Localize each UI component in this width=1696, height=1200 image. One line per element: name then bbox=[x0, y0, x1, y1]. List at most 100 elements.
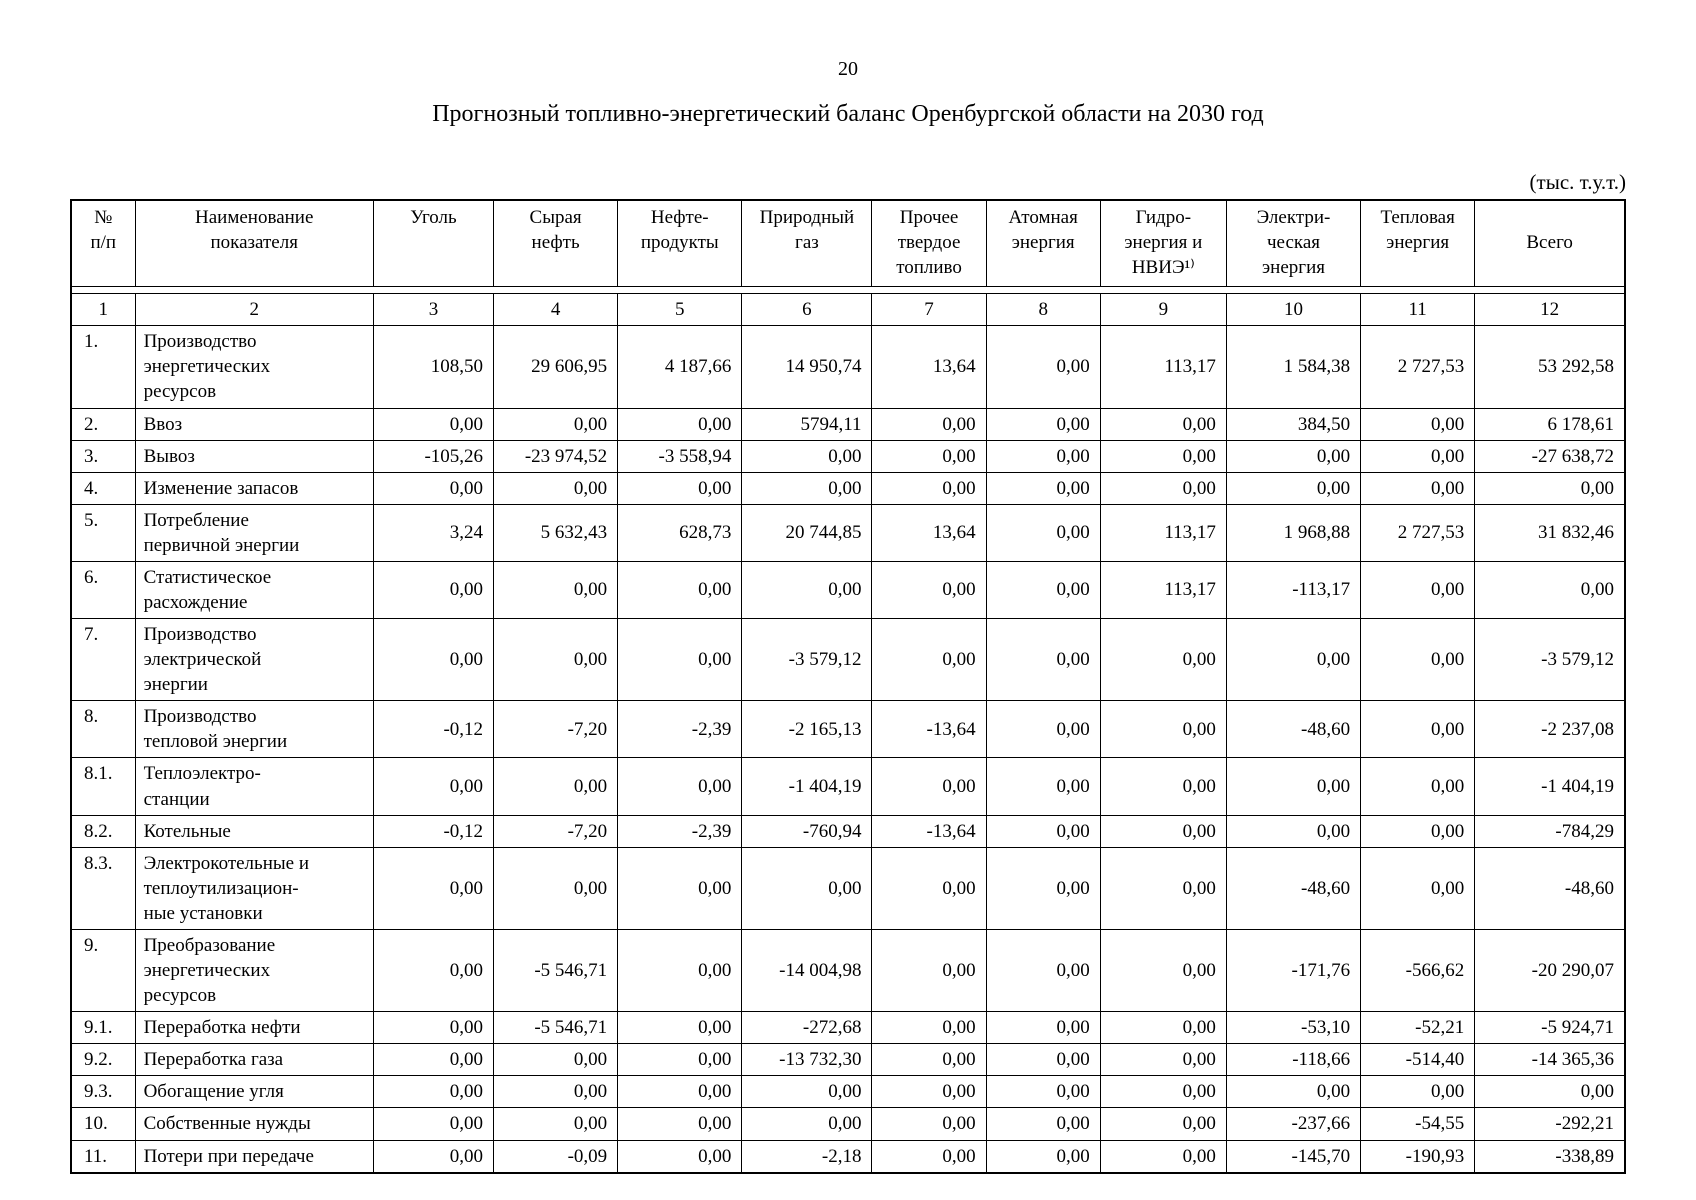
cell-value: 0,00 bbox=[1360, 700, 1476, 759]
cell-value: 0,00 bbox=[985, 439, 1101, 473]
row-name: Котельные bbox=[134, 814, 374, 848]
cell-value: 0,00 bbox=[617, 1107, 743, 1141]
cell-value: 0,00 bbox=[1099, 757, 1227, 816]
cell-value: 0,00 bbox=[1099, 1075, 1227, 1109]
cell-value: 108,50 bbox=[372, 325, 495, 409]
table-row: 6. Статистическое расхождение 0,00 0,00 0,00… bbox=[70, 560, 1626, 620]
cell-value: 0,00 bbox=[372, 1139, 495, 1174]
cell-value: 13,64 bbox=[871, 503, 987, 562]
cell-value: 0,00 bbox=[1360, 1075, 1476, 1109]
cell-value: 20 744,85 bbox=[741, 503, 873, 562]
row-name: Производство электрической энергии bbox=[134, 618, 374, 702]
cell-value: 0,00 bbox=[1360, 757, 1476, 816]
cell-value: 0,00 bbox=[1360, 471, 1476, 505]
cell-value: 0,00 bbox=[741, 846, 873, 930]
table-row: 9.2. Переработка газа 0,00 0,00 0,00 -13 732,… bbox=[70, 1043, 1626, 1077]
row-number: 9.1. bbox=[70, 1011, 136, 1045]
cell-value: 0,00 bbox=[372, 846, 495, 930]
cell-value: -2,18 bbox=[741, 1139, 873, 1174]
cell-value: 0,00 bbox=[372, 1107, 495, 1141]
cell-value: -760,94 bbox=[741, 814, 873, 848]
cell-value: 0,00 bbox=[871, 1139, 987, 1174]
table-row: 10. Собственные нужды 0,00 0,00 0,00 0,00 0,00… bbox=[70, 1107, 1626, 1141]
cell-value: 0,00 bbox=[493, 846, 619, 930]
cell-value: 0,00 bbox=[871, 1107, 987, 1141]
cell-value: 0,00 bbox=[985, 471, 1101, 505]
cell-value: -3 558,94 bbox=[617, 439, 743, 473]
cell-value: -53,10 bbox=[1225, 1011, 1362, 1045]
row-name: Обогащение угля bbox=[134, 1075, 374, 1109]
row-number: 9. bbox=[70, 928, 136, 1013]
cell-value: 0,00 bbox=[1225, 471, 1362, 505]
row-number: 3. bbox=[70, 439, 136, 473]
cell-value: 0,00 bbox=[871, 439, 987, 473]
cell-value: -0,09 bbox=[493, 1139, 619, 1174]
cell-value: 1 968,88 bbox=[1225, 503, 1362, 562]
cell-value: -566,62 bbox=[1360, 928, 1476, 1013]
header-spacer-row bbox=[71, 287, 1625, 294]
cell-value: 0,00 bbox=[1225, 618, 1362, 702]
row-name: Преобразование энергетических ресурсов bbox=[134, 928, 374, 1013]
row-name: Производство тепловой энергии bbox=[134, 700, 374, 759]
col-header-coal: Уголь bbox=[372, 199, 495, 288]
row-number: 8. bbox=[70, 700, 136, 759]
col-header-oil-products: Нефте- продукты bbox=[617, 199, 743, 288]
col-header-total: Всего bbox=[1474, 199, 1626, 288]
cell-value: -0,12 bbox=[372, 814, 495, 848]
row-number: 8.2. bbox=[70, 814, 136, 848]
col-header-thermal-energy: Тепловая энергия bbox=[1360, 199, 1476, 288]
cell-value: 0,00 bbox=[985, 407, 1101, 441]
cell-value: 0,00 bbox=[617, 407, 743, 441]
col-header-atomic-energy: Атомная энергия bbox=[985, 199, 1101, 288]
cell-value: 113,17 bbox=[1099, 325, 1227, 409]
cell-value: 5794,11 bbox=[741, 407, 873, 441]
cell-value: 0,00 bbox=[372, 928, 495, 1013]
column-number: 3 bbox=[372, 293, 495, 327]
cell-value: 0,00 bbox=[985, 1043, 1101, 1077]
cell-value: 0,00 bbox=[493, 560, 619, 620]
cell-value: 0,00 bbox=[617, 928, 743, 1013]
cell-value: -48,60 bbox=[1225, 700, 1362, 759]
cell-value: 0,00 bbox=[617, 560, 743, 620]
row-name: Теплоэлектро- станции bbox=[134, 757, 374, 816]
cell-value: -272,68 bbox=[741, 1011, 873, 1045]
table-row: 5. Потребление первичной энергии 3,24 5 632… bbox=[70, 503, 1626, 562]
column-number: 4 bbox=[493, 293, 619, 327]
cell-value: -54,55 bbox=[1360, 1107, 1476, 1141]
cell-value: 0,00 bbox=[985, 700, 1101, 759]
cell-value: -13,64 bbox=[871, 814, 987, 848]
cell-value: 0,00 bbox=[617, 1139, 743, 1174]
table-row: 9.3. Обогащение угля 0,00 0,00 0,00 0,00 0,00 0… bbox=[70, 1075, 1626, 1109]
cell-value: 0,00 bbox=[1099, 1107, 1227, 1141]
row-number: 6. bbox=[70, 560, 136, 620]
cell-value: 0,00 bbox=[985, 846, 1101, 930]
cell-value: -5 546,71 bbox=[493, 1011, 619, 1045]
row-name: Переработка нефти bbox=[134, 1011, 374, 1045]
row-number: 5. bbox=[70, 503, 136, 562]
col-header-num: № п/п bbox=[70, 199, 136, 288]
cell-value: 628,73 bbox=[617, 503, 743, 562]
cell-value: -48,60 bbox=[1474, 846, 1626, 930]
row-number: 11. bbox=[70, 1139, 136, 1174]
row-name: Ввоз bbox=[134, 407, 374, 441]
cell-value: -171,76 bbox=[1225, 928, 1362, 1013]
cell-value: 0,00 bbox=[493, 757, 619, 816]
cell-value: 0,00 bbox=[1360, 560, 1476, 620]
cell-value: 0,00 bbox=[871, 757, 987, 816]
cell-value: 0,00 bbox=[871, 407, 987, 441]
cell-value: 0,00 bbox=[1099, 846, 1227, 930]
cell-value: 384,50 bbox=[1225, 407, 1362, 441]
cell-value: 0,00 bbox=[871, 1011, 987, 1045]
cell-value: 0,00 bbox=[985, 928, 1101, 1013]
cell-value: 6 178,61 bbox=[1474, 407, 1626, 441]
cell-value: -3 579,12 bbox=[1474, 618, 1626, 702]
cell-value: -14 004,98 bbox=[741, 928, 873, 1013]
cell-value: -14 365,36 bbox=[1474, 1043, 1626, 1077]
table-row: 1. Производство энергетических ресурсов 10… bbox=[70, 325, 1626, 409]
cell-value: 4 187,66 bbox=[617, 325, 743, 409]
cell-value: 0,00 bbox=[871, 1075, 987, 1109]
row-name: Собственные нужды bbox=[134, 1107, 374, 1141]
cell-value: 0,00 bbox=[985, 1011, 1101, 1045]
cell-value: 0,00 bbox=[493, 471, 619, 505]
col-header-electric-energy: Электри- ческая энергия bbox=[1225, 199, 1362, 288]
